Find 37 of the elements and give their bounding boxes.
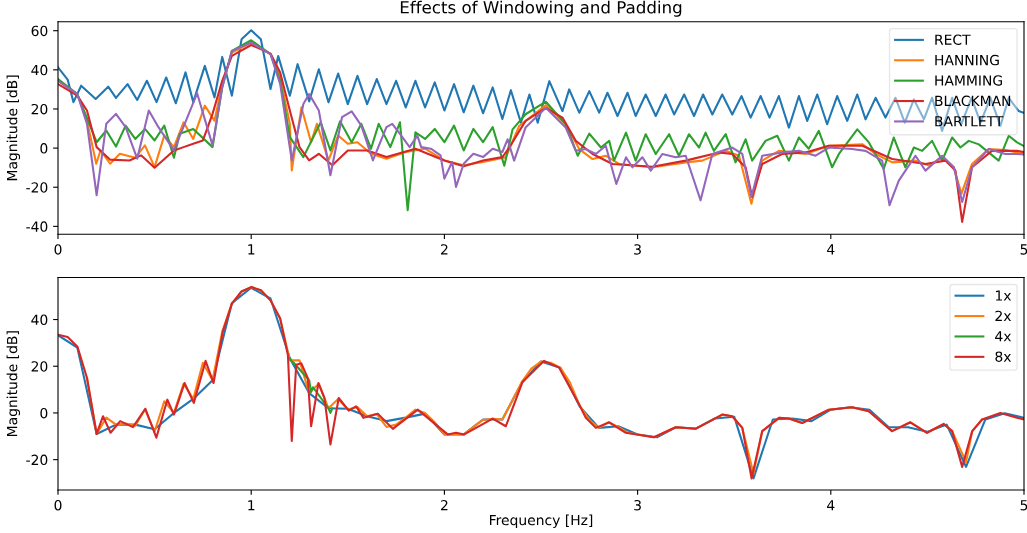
x-tick-label: 1	[248, 244, 255, 255]
y-tick-label: 40	[31, 64, 48, 76]
x-tick-label: 2	[441, 244, 448, 255]
y-tick-label: -20	[26, 454, 48, 466]
legend-label: 1x	[995, 290, 1012, 301]
legend-label: BARTLETT	[935, 116, 1004, 127]
x-tick-label: 4	[827, 500, 835, 511]
chart-title: Effects of Windowing and Padding	[400, 0, 682, 17]
legend-label: RECT	[935, 34, 971, 45]
y-axis-title: Magnitude [dB]	[6, 75, 21, 181]
x-tick-label: 1	[248, 500, 255, 511]
x-axis-title: Frequency [Hz]	[490, 514, 593, 528]
y-tick-label: 20	[31, 361, 48, 372]
legend-label: BLACKMAN	[935, 95, 1011, 107]
y-tick-label: 60	[31, 25, 48, 37]
y-tick-label: 40	[31, 314, 48, 326]
legend-label: 4x	[995, 331, 1012, 342]
line-series	[58, 29, 1024, 132]
legend-label: 2x	[995, 310, 1012, 321]
x-tick-label: 0	[54, 244, 62, 255]
y-tick-label: 0	[40, 407, 48, 419]
y-tick-label: -40	[26, 221, 48, 232]
x-tick-label: 3	[634, 244, 641, 255]
y-tick-label: 0	[40, 143, 48, 154]
x-tick-label: 2	[441, 499, 448, 511]
legend-label: HANNING	[935, 54, 999, 66]
y-tick-label: -20	[26, 182, 48, 193]
y-axis-title: Magnitude [dB]	[6, 331, 21, 436]
x-tick-label: 0	[54, 499, 62, 511]
x-tick-label: 3	[634, 499, 641, 511]
legend-label: 8x	[995, 351, 1012, 362]
legend-label: HAMMING	[935, 75, 1002, 86]
line-series	[288, 357, 334, 414]
y-tick-label: 20	[31, 103, 48, 115]
x-tick-label: 5	[1020, 500, 1027, 511]
x-tick-label: 4	[827, 244, 835, 255]
x-tick-label: 5	[1020, 244, 1027, 255]
